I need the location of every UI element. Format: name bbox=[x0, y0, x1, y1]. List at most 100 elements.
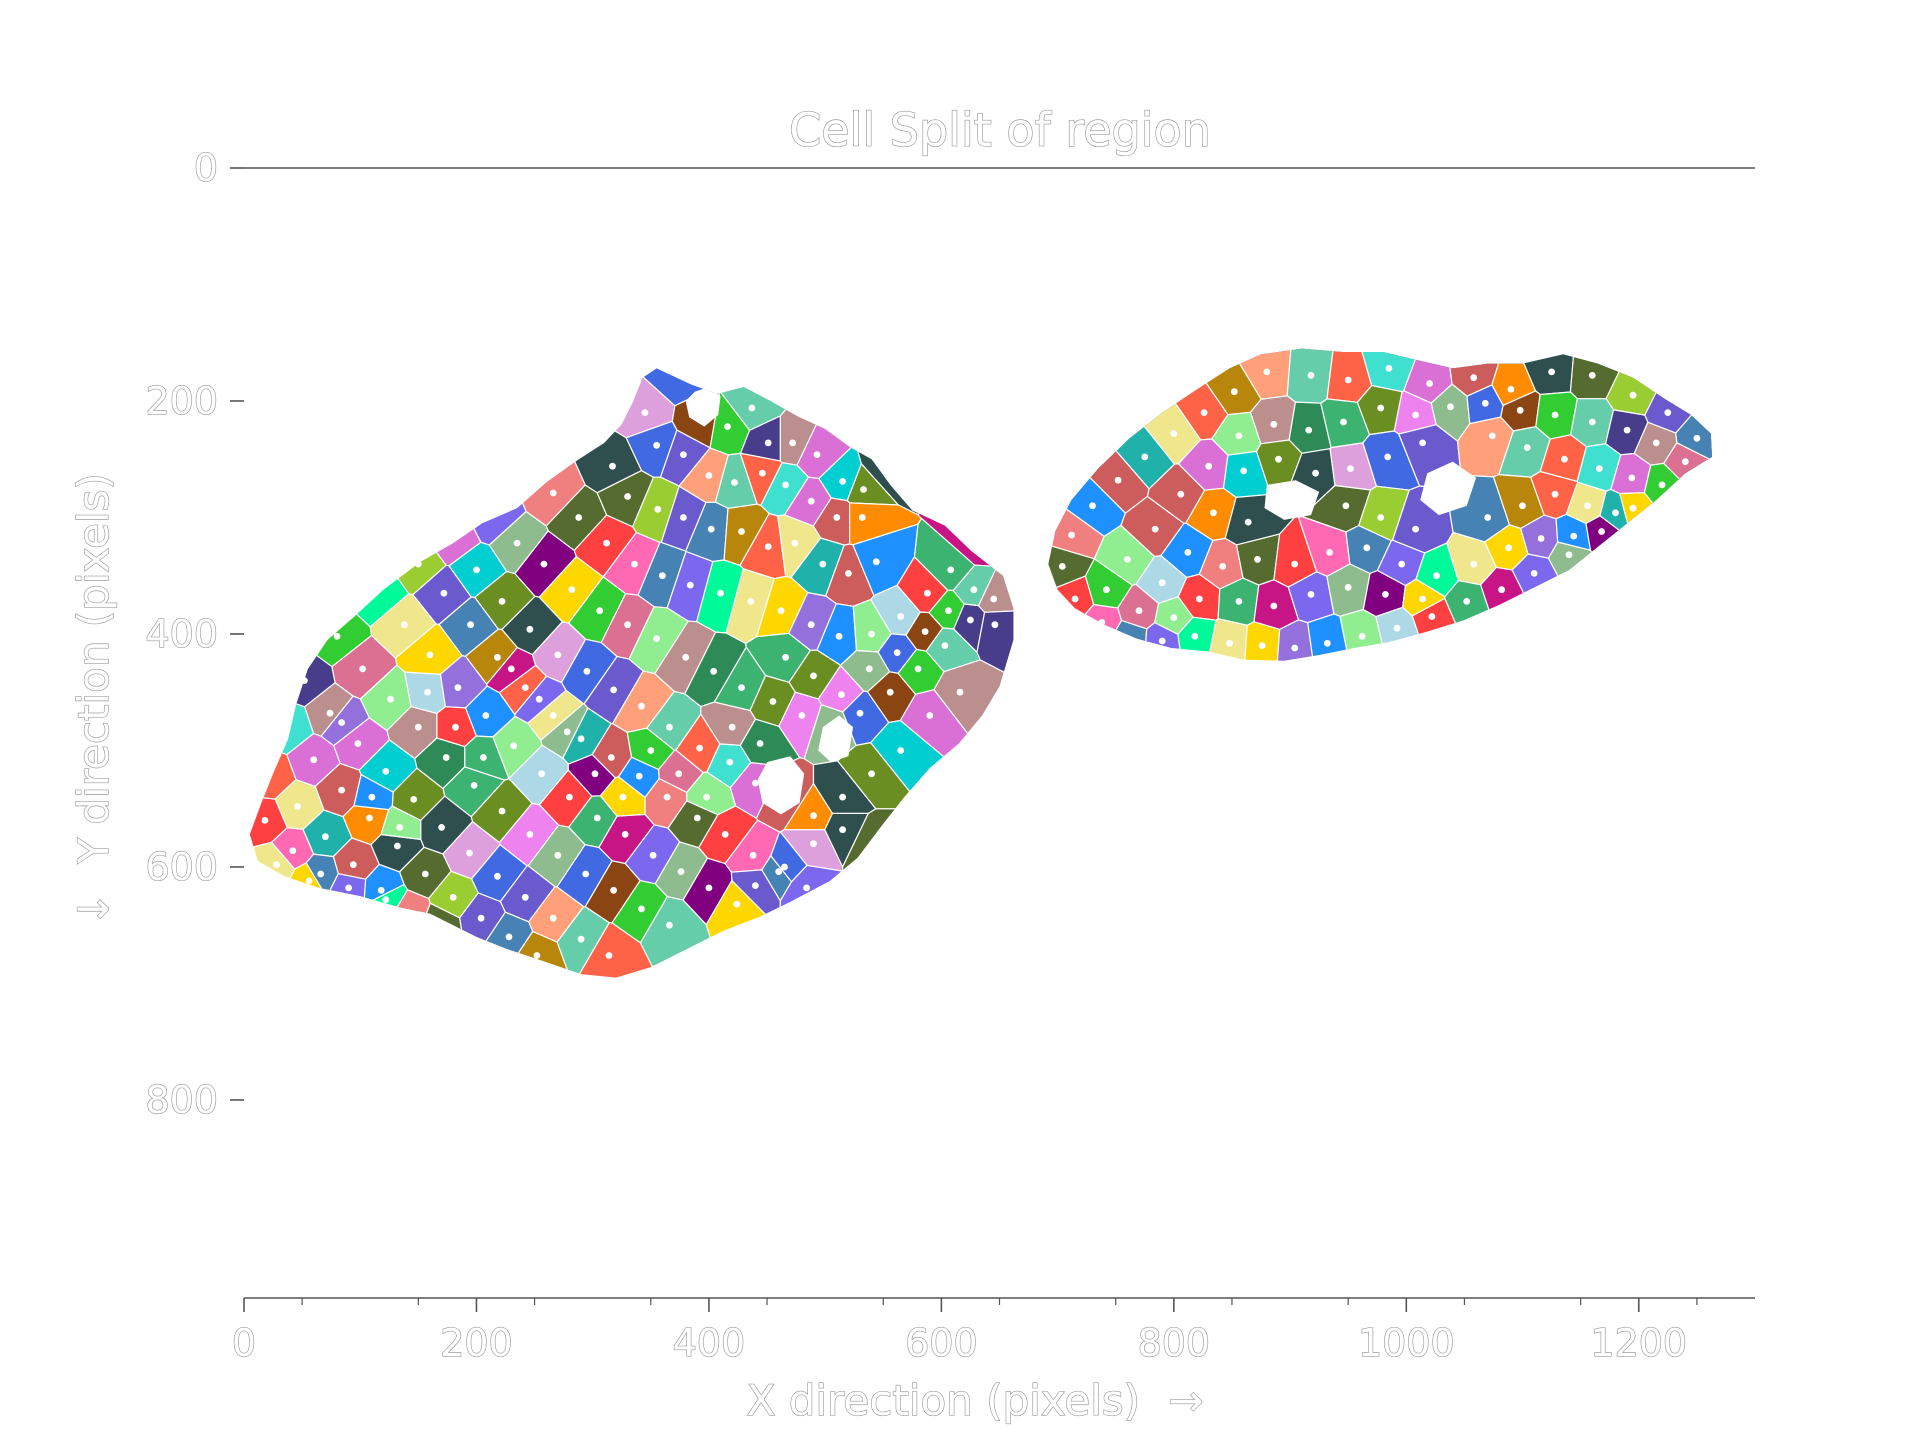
seed-point bbox=[1537, 535, 1545, 542]
seed-point bbox=[865, 665, 873, 673]
voronoi-cell bbox=[249, 862, 328, 978]
seed-point bbox=[349, 861, 357, 868]
seed-point bbox=[675, 770, 683, 778]
seed-point bbox=[1177, 490, 1185, 498]
seed-point bbox=[498, 807, 506, 815]
seed-point bbox=[752, 882, 759, 889]
seed-point bbox=[856, 709, 864, 717]
seed-point bbox=[473, 566, 480, 574]
seed-point bbox=[1307, 372, 1315, 379]
seed-point bbox=[1419, 439, 1426, 447]
seed-point bbox=[1089, 502, 1096, 510]
seed-point bbox=[1323, 639, 1331, 647]
seed-point bbox=[1412, 525, 1419, 533]
voronoi-cell bbox=[1547, 541, 1712, 978]
voronoi-cell bbox=[1093, 621, 1194, 978]
seed-point bbox=[1488, 432, 1496, 440]
voronoi-cell bbox=[1644, 348, 1712, 434]
seed-point bbox=[782, 481, 789, 489]
seed-point bbox=[990, 595, 998, 603]
seed-point bbox=[868, 630, 875, 638]
voronoi-cell bbox=[839, 649, 891, 693]
seed-point bbox=[631, 560, 638, 568]
tissue-hole bbox=[1420, 461, 1477, 516]
seed-point bbox=[1068, 531, 1075, 539]
seed-point bbox=[294, 803, 301, 810]
seed-point bbox=[654, 505, 662, 513]
seed-point bbox=[703, 793, 710, 801]
voronoi-cell bbox=[1307, 613, 1491, 978]
seed-point bbox=[868, 770, 875, 778]
seed-point bbox=[838, 691, 845, 698]
seed-point bbox=[354, 740, 362, 747]
seed-point bbox=[575, 514, 583, 521]
seed-point bbox=[591, 770, 599, 778]
seed-point bbox=[886, 688, 894, 696]
seed-point bbox=[717, 589, 724, 597]
seed-point bbox=[1219, 563, 1227, 570]
y-axis-label: ↓ Y direction (pixels) bbox=[69, 473, 118, 927]
plot-area bbox=[249, 348, 1712, 978]
seed-point bbox=[1363, 544, 1371, 552]
voronoi-cell bbox=[325, 883, 409, 978]
voronoi-cell bbox=[796, 348, 888, 480]
voronoi-cell bbox=[251, 902, 469, 978]
seed-point bbox=[1612, 509, 1619, 517]
seed-point bbox=[1551, 411, 1559, 419]
seed-point bbox=[310, 756, 318, 764]
seed-point bbox=[759, 469, 766, 477]
seed-point bbox=[956, 688, 964, 696]
voronoi-cell bbox=[287, 873, 367, 978]
seed-point bbox=[513, 539, 521, 547]
seed-point bbox=[521, 893, 529, 901]
seed-point bbox=[305, 877, 313, 885]
y-tick-label: 0 bbox=[194, 146, 218, 190]
seed-point bbox=[782, 653, 789, 661]
seed-point bbox=[568, 586, 576, 594]
seed-point bbox=[666, 723, 673, 731]
seed-point bbox=[839, 478, 846, 485]
seed-point bbox=[1196, 595, 1203, 603]
seed-point bbox=[1141, 453, 1149, 461]
seed-point bbox=[914, 665, 922, 673]
seed-point bbox=[921, 628, 929, 635]
seed-point bbox=[577, 735, 585, 743]
voronoi-cell bbox=[249, 660, 315, 756]
seed-point bbox=[769, 698, 777, 705]
seed-point bbox=[1312, 469, 1319, 477]
voronoi-cell bbox=[700, 701, 757, 746]
seed-point bbox=[967, 616, 974, 624]
seed-point bbox=[1565, 551, 1573, 559]
seed-point bbox=[1548, 368, 1555, 376]
seed-point bbox=[1463, 598, 1471, 605]
seed-point bbox=[810, 672, 817, 680]
seed-point bbox=[653, 441, 660, 449]
seed-point bbox=[526, 625, 534, 633]
seed-point bbox=[510, 742, 518, 750]
voronoi-cell bbox=[355, 348, 586, 527]
x-tick-label: 1200 bbox=[1590, 1321, 1687, 1365]
y-axis-label-text: Y direction (pixels) bbox=[69, 473, 118, 864]
seed-point bbox=[526, 831, 534, 838]
voronoi-cell bbox=[453, 911, 534, 978]
seed-point bbox=[1124, 556, 1131, 563]
seed-point bbox=[449, 893, 457, 901]
seed-point bbox=[326, 709, 334, 717]
seed-point bbox=[1305, 426, 1313, 434]
voronoi-cell bbox=[1675, 348, 1712, 518]
seed-point bbox=[563, 728, 571, 736]
seed-point bbox=[710, 667, 717, 675]
seed-point bbox=[756, 740, 764, 747]
seed-point bbox=[858, 514, 866, 521]
voronoi-cell bbox=[1662, 442, 1712, 627]
tissue-hole bbox=[818, 715, 854, 763]
voronoi-cell bbox=[1444, 579, 1621, 978]
voronoi-cell bbox=[1511, 553, 1712, 978]
seed-point bbox=[705, 472, 713, 479]
seed-point bbox=[726, 758, 734, 766]
seed-point bbox=[807, 621, 815, 629]
seed-point bbox=[1205, 462, 1213, 470]
seed-point bbox=[1377, 514, 1385, 521]
seed-point bbox=[1258, 642, 1266, 649]
seed-point bbox=[638, 702, 645, 710]
